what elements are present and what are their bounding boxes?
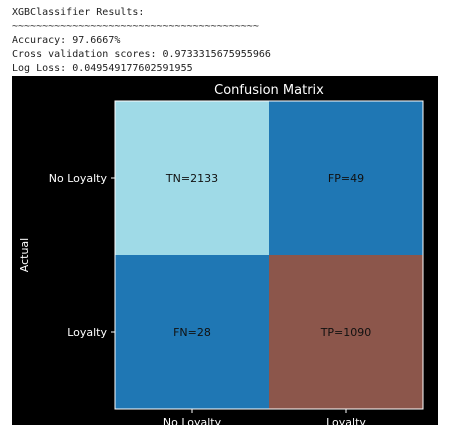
x-tick-label: No Loyalty	[163, 416, 222, 429]
console-line: Log Loss: 0.049549177602591955	[12, 63, 193, 74]
plot: Confusion Matrix Actual TN=2133 FP=49 No L…	[18, 83, 424, 429]
heatmap-cell	[269, 255, 423, 409]
chart-title: Confusion Matrix	[214, 83, 324, 98]
console-line: Accuracy: 97.6667%	[12, 35, 120, 46]
console-line: ~~~~~~~~~~~~~~~~~~~~~~~~~~~~~~~~~~~~~~~~…	[12, 21, 259, 32]
y-axis-label: Actual	[18, 238, 31, 272]
cell-label: TP=1090	[320, 326, 372, 339]
console-line: Cross validation scores: 0.9733315675955…	[12, 49, 271, 60]
x-tick-label: Loyalty	[326, 416, 366, 429]
y-tick-label: Loyalty	[67, 326, 107, 339]
heatmap-cell	[269, 101, 423, 255]
plot-frame	[114, 100, 424, 410]
console-line: XGBClassifier Results:	[12, 7, 144, 18]
cell-label: FN=28	[173, 326, 211, 339]
cell-label: TN=2133	[165, 172, 218, 185]
heatmap-cell	[115, 255, 269, 409]
console-output: XGBClassifier Results: ~~~~~~~~~~~~~~~~~~…	[12, 7, 271, 74]
cell-label: FP=49	[328, 172, 364, 185]
heatmap-cell	[115, 101, 269, 255]
y-tick-label: No Loyalty	[49, 172, 108, 185]
